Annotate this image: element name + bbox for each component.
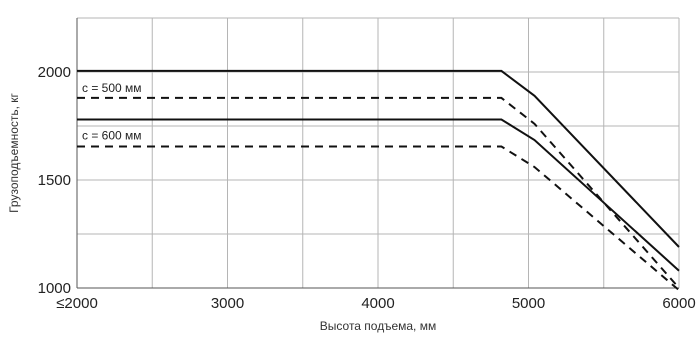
- x-tick-label: 3000: [211, 295, 244, 312]
- x-axis-title: Высота подъема, мм: [320, 319, 436, 333]
- series-line-1: [77, 69, 680, 248]
- y-tick-label: 2000: [38, 64, 71, 81]
- curve-annotation: c = 600 мм: [82, 129, 142, 143]
- curve-annotation: c = 500 мм: [82, 81, 142, 95]
- y-axis-title: Грузоподъемность, кг: [7, 92, 21, 212]
- x-tick-label: 5000: [512, 295, 545, 312]
- y-tick-label: 1000: [38, 280, 71, 297]
- y-tick-label: 1500: [38, 172, 71, 189]
- series-line-3: [77, 118, 680, 272]
- x-tick-label: 4000: [361, 295, 394, 312]
- series-line-4: [77, 145, 680, 291]
- x-tick-label: 6000: [662, 295, 695, 312]
- x-tick-label: ≤2000: [56, 295, 98, 312]
